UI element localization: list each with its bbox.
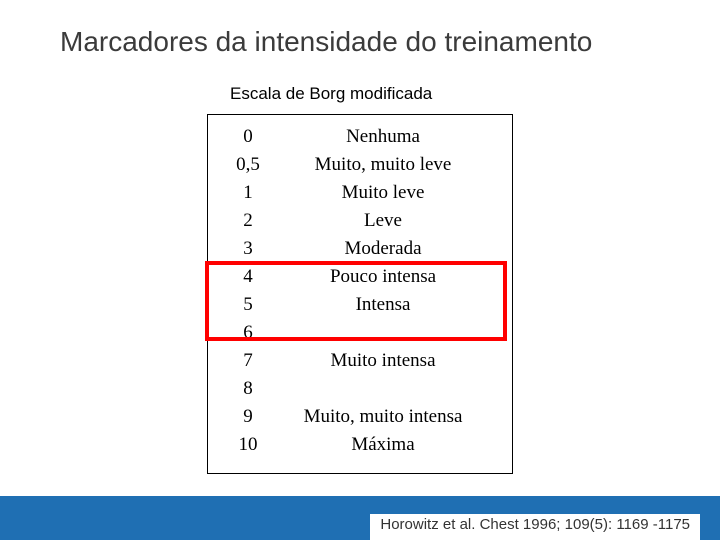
table-row: 7Muito intensa: [220, 347, 500, 375]
scale-label: Muito, muito intensa: [276, 406, 500, 428]
scale-label: Leve: [276, 210, 500, 232]
scale-value: 2: [220, 210, 276, 232]
scale-value: 3: [220, 238, 276, 260]
scale-label: Muito intensa: [276, 350, 500, 372]
table-row: 5Intensa: [220, 291, 500, 319]
slide-title: Marcadores da intensidade do treinamento: [60, 26, 592, 58]
table-row: 2Leve: [220, 207, 500, 235]
table-row: 9Muito, muito intensa: [220, 403, 500, 431]
footer-bar: Horowitz et al. Chest 1996; 109(5): 1169…: [0, 496, 720, 540]
scale-label: Intensa: [276, 294, 500, 316]
scale-value: 5: [220, 294, 276, 316]
scale-value: 9: [220, 406, 276, 428]
table-row: 0,5Muito, muito leve: [220, 151, 500, 179]
scale-label: Muito leve: [276, 182, 500, 204]
scale-label: Máxima: [276, 434, 500, 456]
table-row: 0Nenhuma: [220, 123, 500, 151]
table-row: 10Máxima: [220, 431, 500, 459]
scale-value: 8: [220, 378, 276, 400]
scale-value: 1: [220, 182, 276, 204]
slide: Marcadores da intensidade do treinamento…: [0, 0, 720, 540]
scale-value: 7: [220, 350, 276, 372]
table-row: 3Moderada: [220, 235, 500, 263]
table-row: 6: [220, 319, 500, 347]
scale-label: Muito, muito leve: [276, 154, 500, 176]
slide-subtitle: Escala de Borg modificada: [230, 84, 432, 104]
table-row: 8: [220, 375, 500, 403]
table-row: 1Muito leve: [220, 179, 500, 207]
citation: Horowitz et al. Chest 1996; 109(5): 1169…: [370, 514, 700, 540]
scale-label: Pouco intensa: [276, 266, 500, 288]
scale-value: 0,5: [220, 154, 276, 176]
scale-value: 10: [220, 434, 276, 456]
scale-value: 4: [220, 266, 276, 288]
scale-label: Moderada: [276, 238, 500, 260]
scale-label: Nenhuma: [276, 126, 500, 148]
borg-scale-table: 0Nenhuma0,5Muito, muito leve1Muito leve2…: [207, 114, 513, 474]
scale-value: 0: [220, 126, 276, 148]
scale-value: 6: [220, 322, 276, 344]
table-row: 4Pouco intensa: [220, 263, 500, 291]
